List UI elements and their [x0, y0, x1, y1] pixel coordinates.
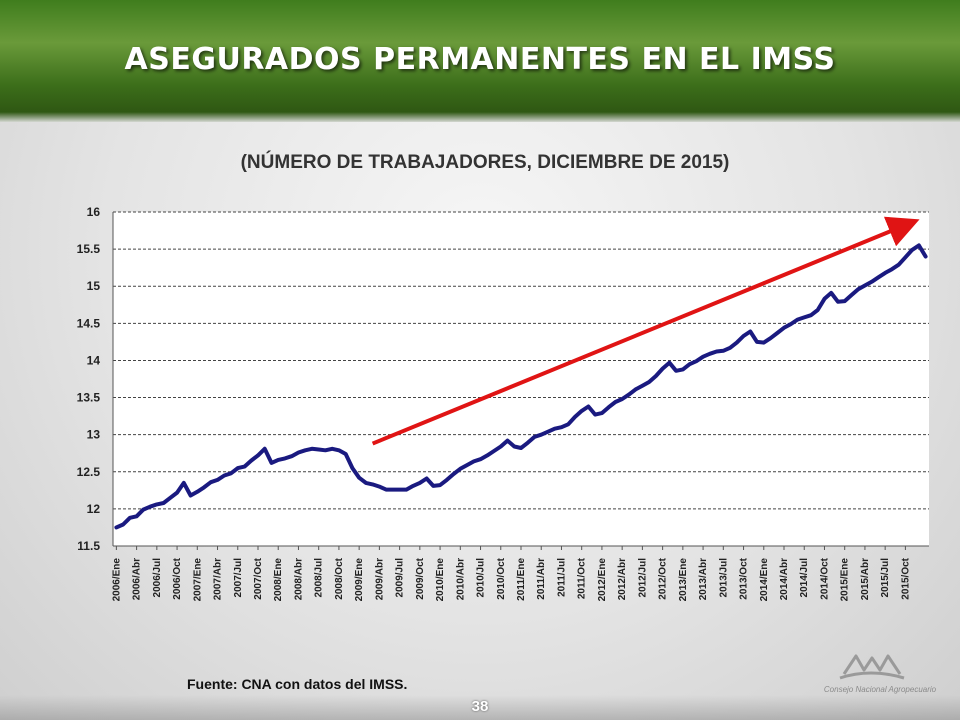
source-note: Fuente: CNA con datos del IMSS.: [187, 676, 408, 692]
x-tick-label: 2013/Oct: [739, 557, 750, 599]
x-tick-label: 2011/Abr: [536, 558, 547, 600]
x-tick-label: 2006/Jul: [152, 558, 163, 598]
x-tick-label: 2011/Jul: [556, 558, 567, 597]
x-tick-label: 2006/Abr: [132, 558, 143, 600]
x-tick-label: 2014/Ene: [759, 558, 770, 602]
x-tick-label: 2015/Jul: [880, 558, 891, 598]
y-tick-label: 16: [87, 205, 101, 219]
y-tick-label: 15: [87, 279, 101, 293]
x-tick-label: 2010/Oct: [496, 557, 507, 599]
y-tick-label: 14.5: [77, 316, 101, 330]
svg-text:Consejo Nacional Agropecuario: Consejo Nacional Agropecuario: [824, 685, 937, 694]
x-tick-label: 2006/Ene: [111, 558, 122, 602]
x-tick-label: 2009/Ene: [354, 558, 365, 602]
x-tick-label: 2014/Oct: [819, 557, 830, 599]
x-tick-label: 2013/Abr: [698, 558, 709, 600]
header-band: [0, 0, 960, 122]
x-tick-label: 2008/Abr: [293, 558, 304, 600]
x-tick-label: 2008/Oct: [334, 557, 345, 599]
x-tick-label: 2010/Abr: [455, 558, 466, 600]
footer-bar: [0, 695, 960, 720]
x-tick-label: 2012/Abr: [617, 558, 628, 600]
cna-logo: Consejo Nacional Agropecuario: [824, 654, 937, 694]
y-tick-label: 12: [87, 502, 101, 516]
series-line-asegurados: [114, 243, 928, 530]
y-tick-label: 11.5: [77, 539, 100, 553]
x-tick-label: 2008/Jul: [314, 558, 325, 598]
plot-area: [113, 212, 929, 546]
x-tick-label: 2013/Ene: [678, 558, 689, 602]
x-tick-label: 2007/Abr: [213, 558, 224, 600]
y-tick-label: 15.5: [77, 242, 101, 256]
x-tick-label: 2009/Jul: [395, 558, 406, 598]
x-tick-label: 2009/Oct: [415, 557, 426, 599]
x-tick-label: 2012/Jul: [637, 558, 648, 598]
x-tick-label: 2013/Jul: [718, 558, 729, 598]
x-tick-label: 2007/Ene: [192, 558, 203, 602]
x-tick-label: 2010/Ene: [435, 558, 446, 602]
trend-arrow: [371, 216, 920, 446]
chart-subtitle: (NÚMERO DE TRABAJADORES, DICIEMBRE DE 20…: [240, 152, 730, 173]
x-tick-label: 2014/Abr: [779, 558, 790, 600]
x-tick-label: 2011/Ene: [516, 558, 527, 601]
x-tick-label: 2015/Abr: [860, 558, 871, 600]
x-tick-label: 2012/Ene: [597, 558, 608, 602]
y-tick-label: 13: [87, 428, 101, 442]
slide-title: ASEGURADOS PERMANENTES EN EL IMSS: [124, 42, 836, 77]
x-tick-label: 2009/Abr: [374, 558, 385, 600]
y-tick-label: 14: [87, 353, 101, 367]
page-number: 38: [471, 698, 489, 715]
x-tick-label: 2015/Oct: [900, 557, 911, 599]
x-tick-label: 2007/Jul: [233, 558, 244, 598]
x-tick-label: 2007/Oct: [253, 557, 264, 599]
x-tick-label: 2012/Oct: [658, 557, 669, 599]
x-tick-label: 2006/Oct: [172, 557, 183, 599]
x-tick-label: 2010/Jul: [476, 558, 487, 598]
y-tick-label: 12.5: [77, 465, 101, 479]
y-tick-label: 13.5: [77, 391, 101, 405]
x-tick-label: 2011/Oct: [577, 557, 588, 599]
x-tick-label: 2014/Jul: [799, 558, 810, 598]
x-tick-label: 2015/Ene: [840, 558, 851, 602]
x-tick-label: 2008/Ene: [273, 558, 284, 602]
